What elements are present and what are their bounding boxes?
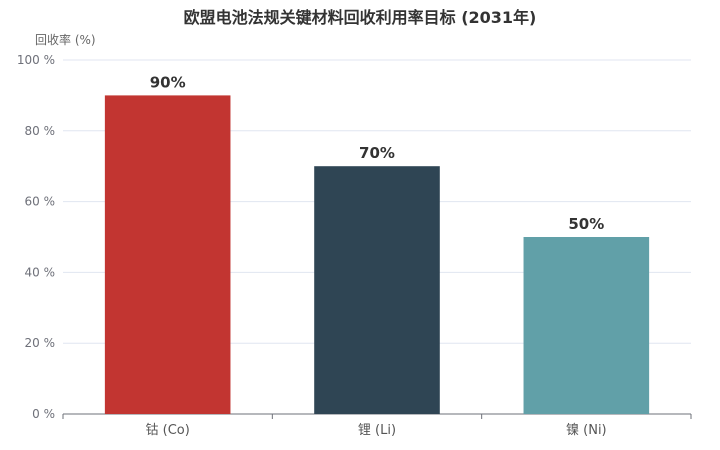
bar (104, 95, 231, 415)
x-tick-label: 锂 (Li) (358, 423, 396, 438)
y-tick-label: 80 % (25, 124, 56, 138)
data-label: 50% (568, 215, 604, 233)
y-tick-label: 100 % (17, 53, 55, 67)
bar (523, 237, 650, 414)
y-tick-label: 60 % (25, 195, 56, 209)
data-label: 70% (359, 144, 395, 162)
y-tick-label: 20 % (25, 336, 56, 350)
chart-title: 欧盟电池法规关键材料回收利用率目标 (2031年) (183, 8, 537, 27)
y-tick-label: 40 % (25, 265, 56, 279)
bar (314, 166, 440, 414)
y-axis-label: 回收率 (%) (35, 33, 96, 47)
x-tick-label: 钴 (Co) (146, 423, 190, 438)
y-tick-label: 0 % (32, 407, 55, 421)
x-tick-label: 镍 (Ni) (566, 423, 607, 438)
data-label: 90% (150, 73, 186, 91)
